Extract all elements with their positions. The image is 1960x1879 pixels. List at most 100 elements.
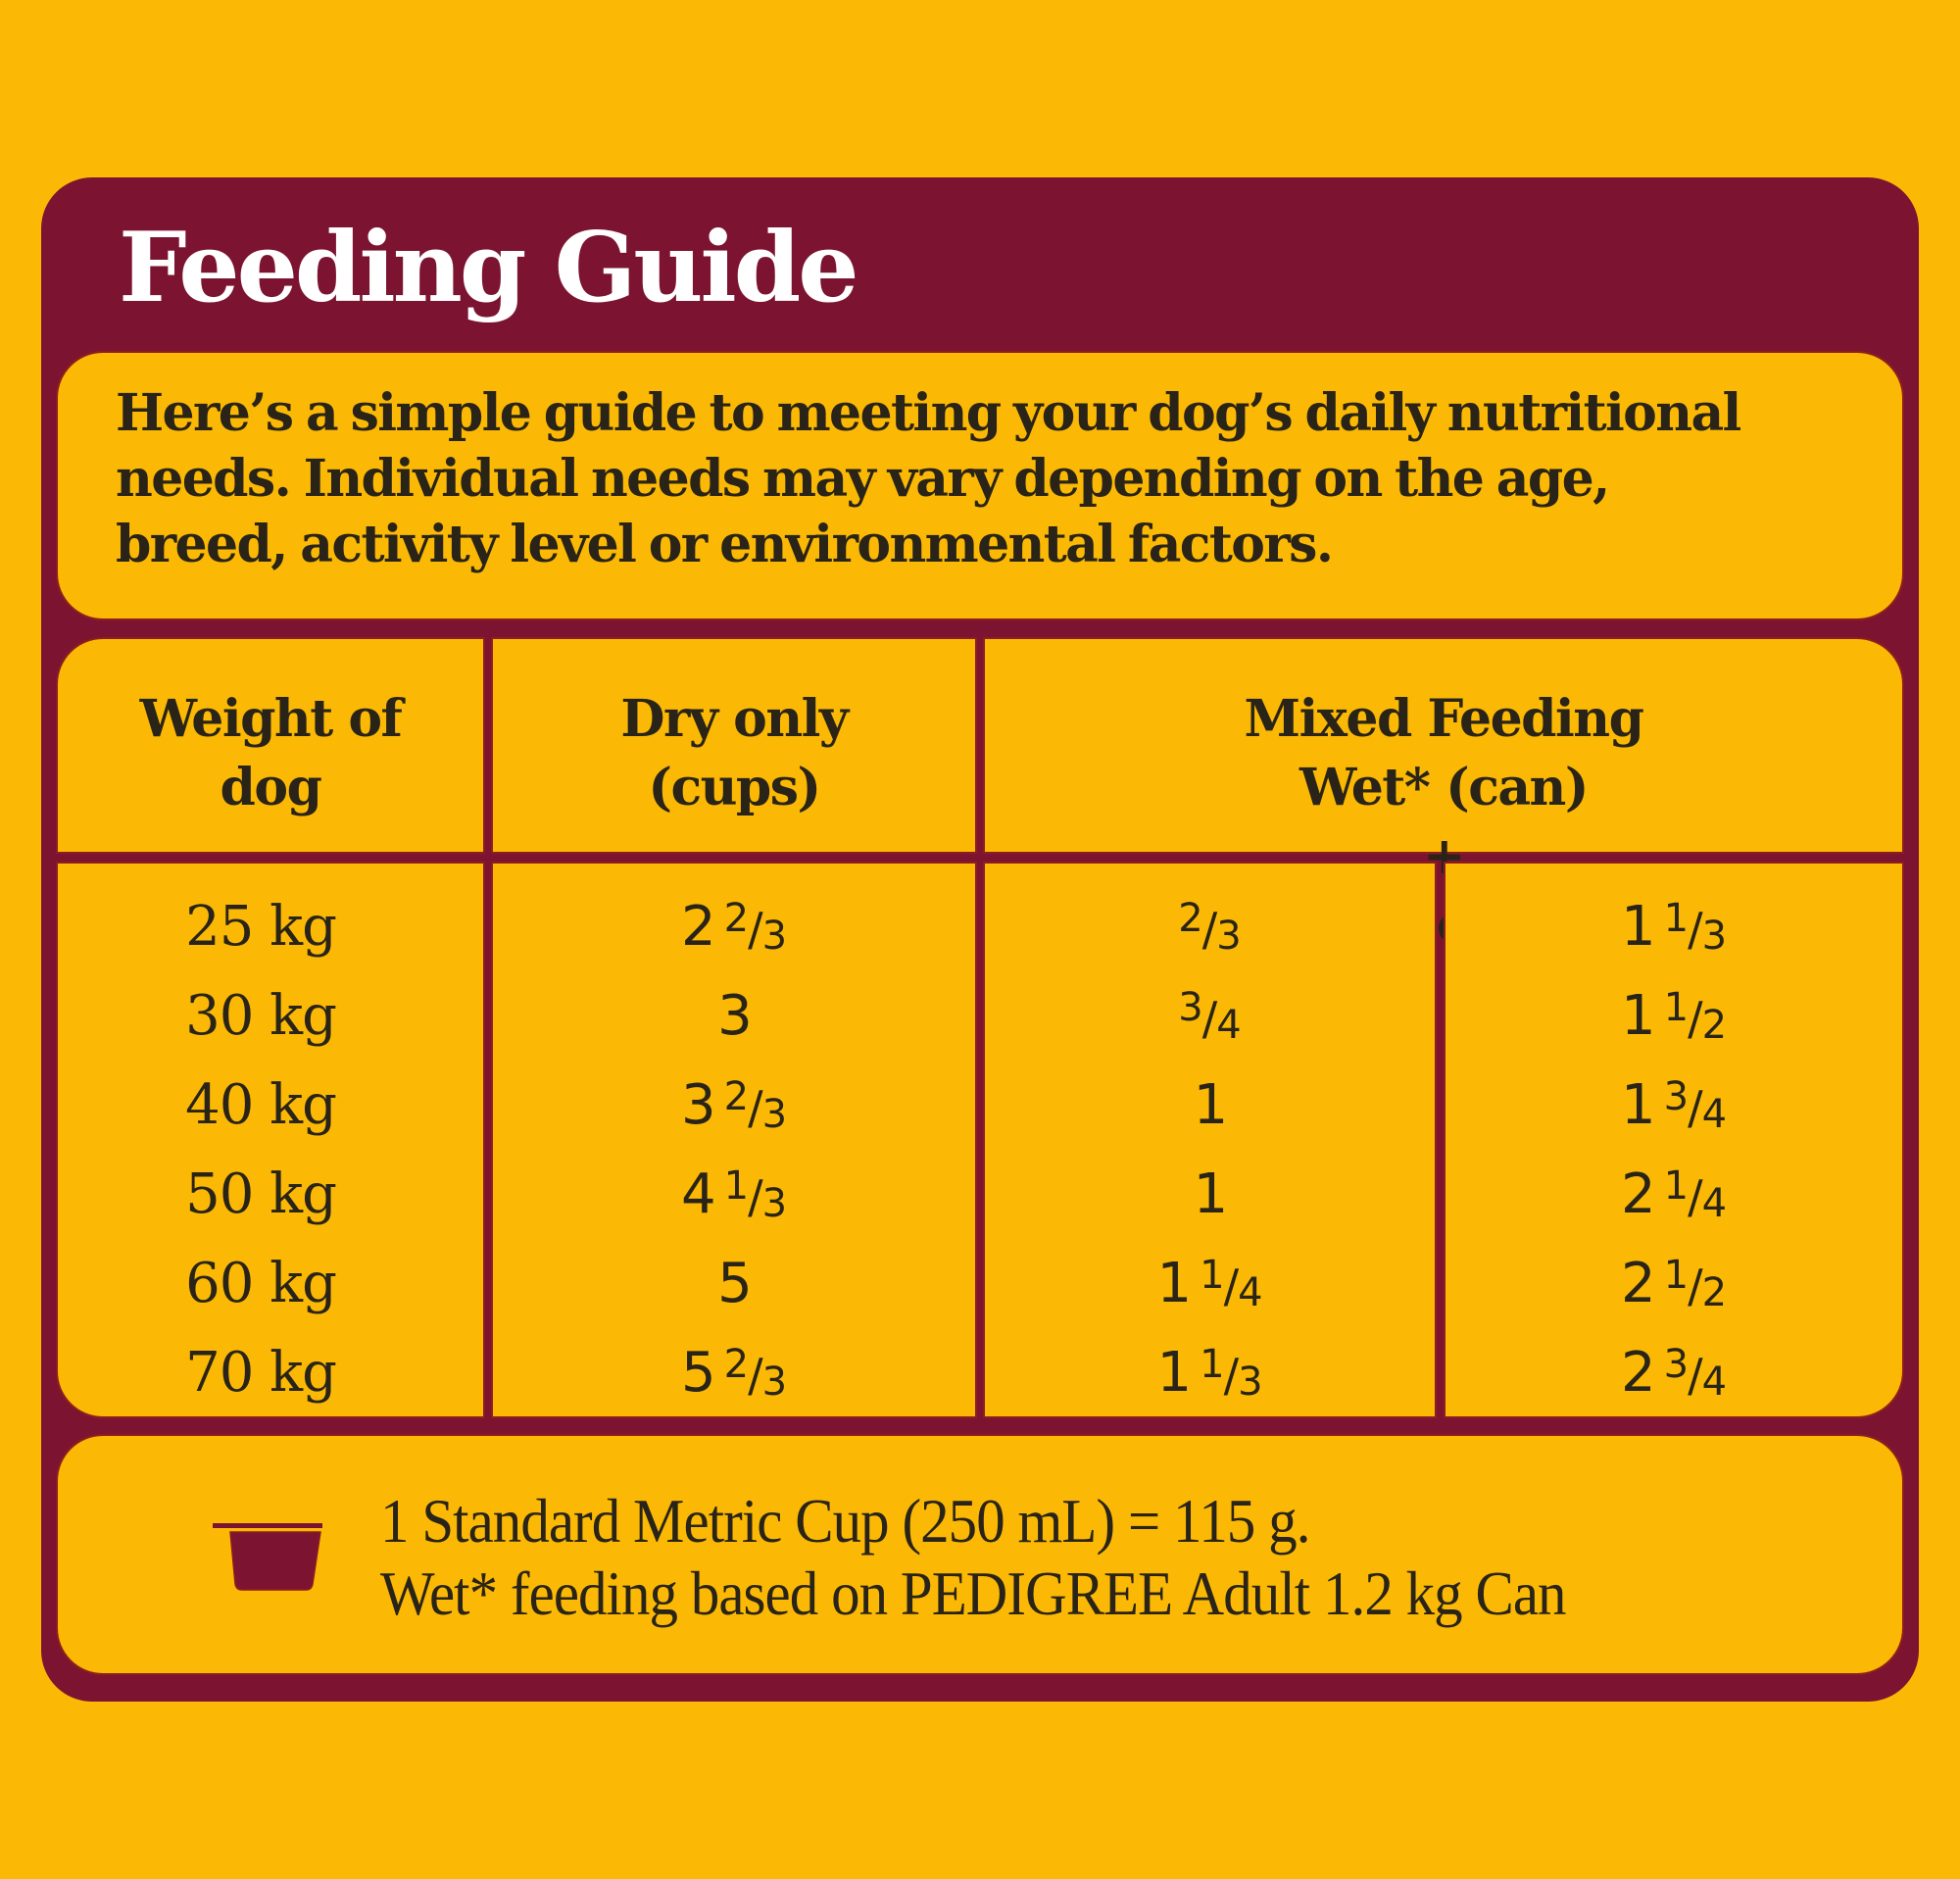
column-weight: 25 kg 30 kg 40 kg 50 kg 60 kg 70 kg [58,864,483,1416]
fraction-denominator: 3 [761,1360,788,1405]
fraction-numerator: 2 [723,1342,750,1387]
fraction: 1/2 [1664,974,1727,1066]
footer-text: 1 Standard Metric Cup (250 mL) = 115 g. … [380,1485,1566,1630]
fraction-slash: / [1201,903,1218,956]
fraction-denominator: 4 [1701,1360,1728,1405]
fraction: 1/3 [1200,1331,1262,1423]
header-dry-line: (cups) [648,758,821,817]
fraction-slash: / [748,1081,763,1134]
fraction-numerator: 2 [723,1074,750,1119]
fraction-slash: / [1688,992,1703,1045]
fraction-slash: / [1201,992,1218,1045]
value-cell: 1 1/3 [985,1328,1435,1417]
fraction-slash: / [1223,1260,1240,1312]
fraction-numerator: 1 [1663,1163,1690,1209]
fraction-slash: / [1688,1081,1703,1134]
fraction-numerator: 1 [1663,985,1690,1030]
fraction-numerator: 1 [1663,1253,1690,1298]
fraction-denominator: 2 [1701,1003,1728,1048]
fraction-numerator: 2 [1178,896,1203,941]
fraction: 1/2 [1664,1242,1727,1334]
value-cell: 1 1/3 [1446,882,1902,971]
value-cell: 2/3 [985,882,1435,971]
fraction-denominator: 4 [1701,1092,1728,1137]
intro-line: needs. Individual needs may vary dependi… [116,449,1610,509]
weight-cell: 40 kg [185,1073,337,1137]
fraction-denominator: 4 [1238,1270,1263,1315]
value-cell: 1 [985,1061,1435,1150]
value-cell: 2 2/3 [493,882,975,971]
fraction: 2/3 [724,1063,787,1156]
value-cell: 3/4 [985,971,1435,1061]
fraction-denominator: 3 [761,914,788,959]
intro-line: breed, activity level or environmental f… [116,515,1334,574]
intro-text: Here’s a simple guide to meeting your do… [116,380,1741,577]
header-dry-line: Dry only [620,689,849,749]
fraction-numerator: 2 [723,896,750,941]
weight-cell: 60 kg [185,1252,337,1315]
fraction-numerator: 3 [1663,1342,1690,1387]
header-weight: Weight of dog [58,639,483,852]
fraction-slash: / [1688,1349,1703,1402]
fraction: 2/3 [724,1331,787,1423]
fraction-denominator: 4 [1701,1181,1728,1226]
footer-wet-note: Wet* feeding based on PEDIGREE Adult 1.2… [380,1558,1566,1628]
mixed-dry-values: 1 1/3 1 1/2 1 3/4 2 1/4 2 1/2 2 3/4 [1446,882,1902,1417]
page-title: Feeding Guide [119,212,859,324]
value-cell: 1 1/4 [985,1239,1435,1328]
fraction-slash: / [1688,903,1703,956]
fraction-denominator: 3 [1216,914,1242,959]
fraction: 1/4 [1664,1153,1727,1245]
fraction-slash: / [1688,1170,1703,1223]
fraction-denominator: 3 [761,1181,788,1226]
whole-number: 4 [680,1162,716,1226]
footer-cup-conversion: 1 Standard Metric Cup (250 mL) = 115 g. [380,1486,1310,1556]
whole-number: 1 [1193,1162,1229,1226]
header-mixed-feeding: Mixed Feeding Wet* (can) + Dry (cups) [985,639,1902,955]
header-mixed-title: Mixed Feeding [1244,689,1644,749]
fraction-denominator: 3 [1701,914,1728,959]
fraction-numerator: 3 [1663,1074,1690,1119]
value-cell: 5 2/3 [493,1328,975,1417]
fraction-numerator: 1 [1200,1253,1225,1298]
whole-number: 2 [1620,1252,1656,1315]
fraction-slash: / [748,1349,763,1402]
header-weight-line: Weight of [139,689,403,749]
fraction-slash: / [1223,1349,1240,1402]
whole-number: 3 [717,984,753,1048]
fraction-numerator: 3 [1178,985,1203,1030]
whole-number: 1 [1620,895,1656,959]
fraction-denominator: 3 [1238,1360,1263,1405]
fraction-numerator: 1 [1663,896,1690,941]
whole-number: 1 [1156,1341,1192,1405]
value-cell: 3 [493,971,975,1061]
value-cell: 5 [493,1239,975,1328]
fraction-denominator: 4 [1216,1003,1242,1048]
whole-number: 5 [717,1252,753,1315]
whole-number: 5 [680,1341,716,1405]
weight-cell: 50 kg [185,1162,337,1226]
whole-number: 2 [1620,1162,1656,1226]
fraction: 3/4 [1664,1063,1727,1156]
fraction: 3/4 [1664,1331,1727,1423]
whole-number: 1 [1156,1252,1192,1315]
fraction: 1/3 [1664,885,1727,977]
value-cell: 3 2/3 [493,1061,975,1150]
header-dry-only: Dry only (cups) [493,639,975,852]
header-wet-can: Wet* (can) [1299,758,1589,817]
column-wet-can: 2/3 3/4 1 1 1 1/4 1 1/3 [985,864,1435,1416]
dry-only-values: 2 2/3 3 3 2/3 4 1/3 5 5 2/3 [493,882,975,1417]
weight-cell: 70 kg [185,1341,337,1405]
whole-number: 3 [680,1073,716,1137]
column-mixed-dry: 1 1/3 1 1/2 1 3/4 2 1/4 2 1/2 2 3/4 [1446,864,1902,1416]
weight-values: 25 kg 30 kg 40 kg 50 kg 60 kg 70 kg [58,882,483,1417]
value-cell: 1 3/4 [1446,1061,1902,1150]
fraction-slash: / [1688,1260,1703,1312]
column-dry-only: 2 2/3 3 3 2/3 4 1/3 5 5 2/3 [493,864,975,1416]
value-cell: 1 [985,1150,1435,1239]
wet-can-values: 2/3 3/4 1 1 1 1/4 1 1/3 [985,882,1435,1417]
value-cell: 1 1/2 [1446,971,1902,1061]
fraction-numerator: 1 [1200,1342,1225,1387]
whole-number: 2 [680,895,716,959]
weight-cell: 25 kg [185,895,337,959]
